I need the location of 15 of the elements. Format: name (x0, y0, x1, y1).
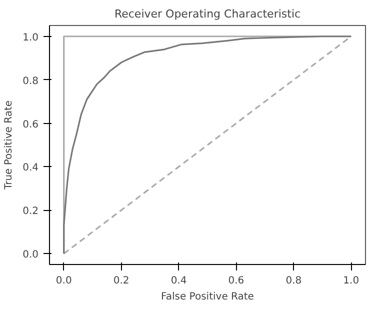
chart-title: Receiver Operating Characteristic (114, 8, 301, 20)
y-tick-label: 0.8 (22, 76, 39, 87)
x-tick-label: 0.6 (228, 276, 244, 286)
y-tick-label: 0.6 (22, 119, 39, 130)
y-tick-label: 1.0 (22, 32, 39, 44)
y-axis-title: True Positive Rate (4, 100, 15, 191)
y-tick-label: 0.4 (22, 162, 39, 174)
y-tick-label: 0.2 (22, 206, 39, 218)
y-tick-label: 0.0 (22, 250, 39, 261)
x-tick-label: 0.2 (113, 276, 130, 286)
x-tick-label: 0.4 (170, 276, 187, 286)
x-tick-label: 1.0 (343, 276, 360, 286)
x-tick-label: 0.0 (56, 276, 72, 286)
x-tick-label: 0.8 (286, 276, 302, 286)
x-axis-title: False Positive Rate (161, 292, 254, 302)
